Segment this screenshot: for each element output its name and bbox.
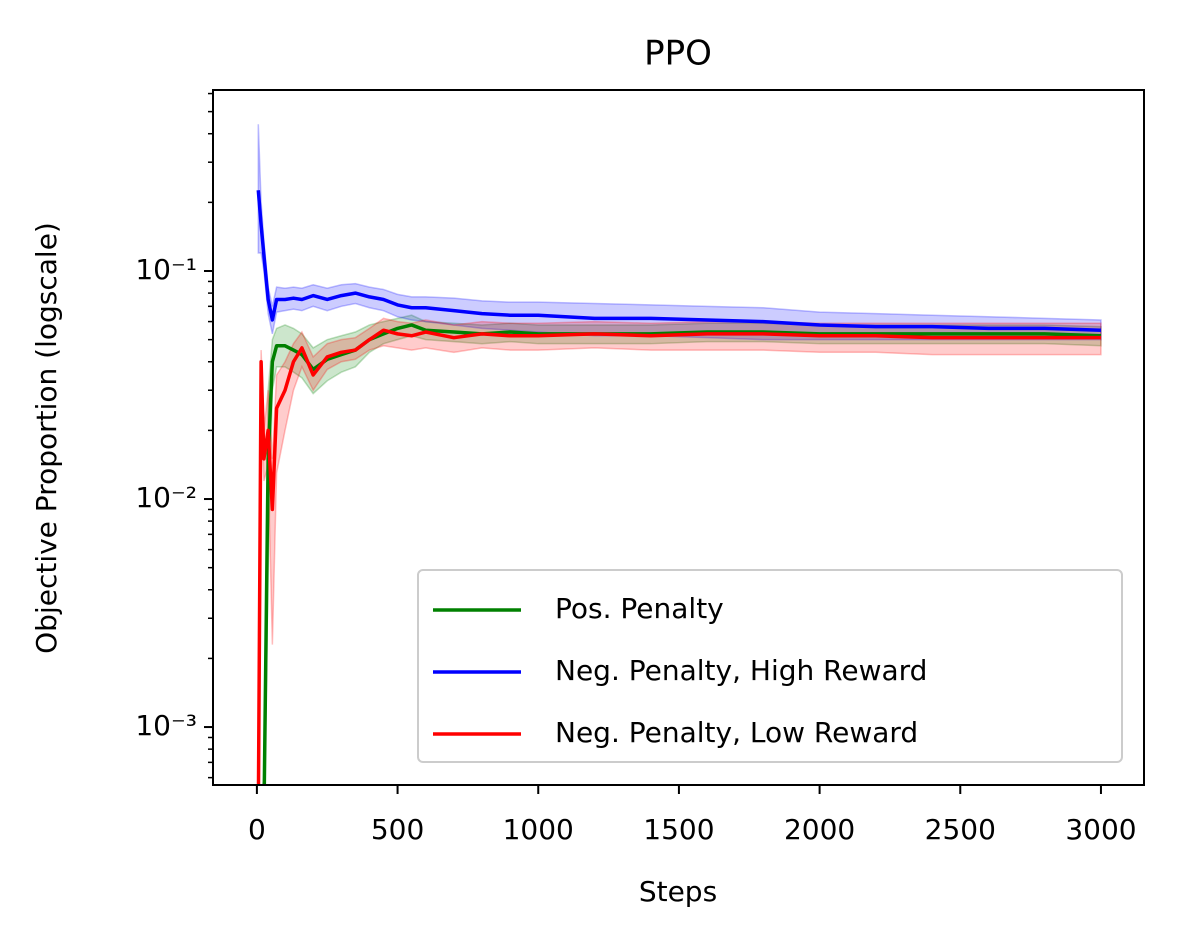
legend-label: Pos. Penalty: [555, 592, 724, 625]
y-tick-label: 10⁻¹: [135, 253, 197, 286]
y-axis-label: Objective Proportion (logscale): [30, 222, 63, 654]
error-band: [257, 124, 1102, 341]
x-tick-label: 1500: [643, 813, 714, 846]
x-tick-label: 2000: [784, 813, 855, 846]
y-tick-label: 10⁻³: [135, 709, 197, 742]
plot-area: [256, 124, 1102, 785]
legend-box: [417, 569, 1123, 763]
error-band: [257, 317, 1102, 785]
x-tick-label: 3000: [1065, 813, 1136, 846]
x-tick-label: 2500: [925, 813, 996, 846]
series-line: [256, 190, 1102, 332]
error-band: [262, 314, 1102, 785]
x-tick-label: 500: [371, 813, 424, 846]
x-tick-label: 1000: [503, 813, 574, 846]
series-line: [262, 323, 1102, 785]
legend-label: Neg. Penalty, Low Reward: [555, 716, 918, 749]
legend-label: Neg. Penalty, High Reward: [555, 654, 927, 687]
series-line: [256, 328, 1101, 785]
plot-frame: [212, 89, 1145, 786]
x-axis-label: Steps: [639, 875, 717, 908]
y-tick-label: 10⁻²: [135, 481, 197, 514]
chart-title: PPO: [644, 34, 712, 74]
x-tick-label: 0: [248, 813, 266, 846]
